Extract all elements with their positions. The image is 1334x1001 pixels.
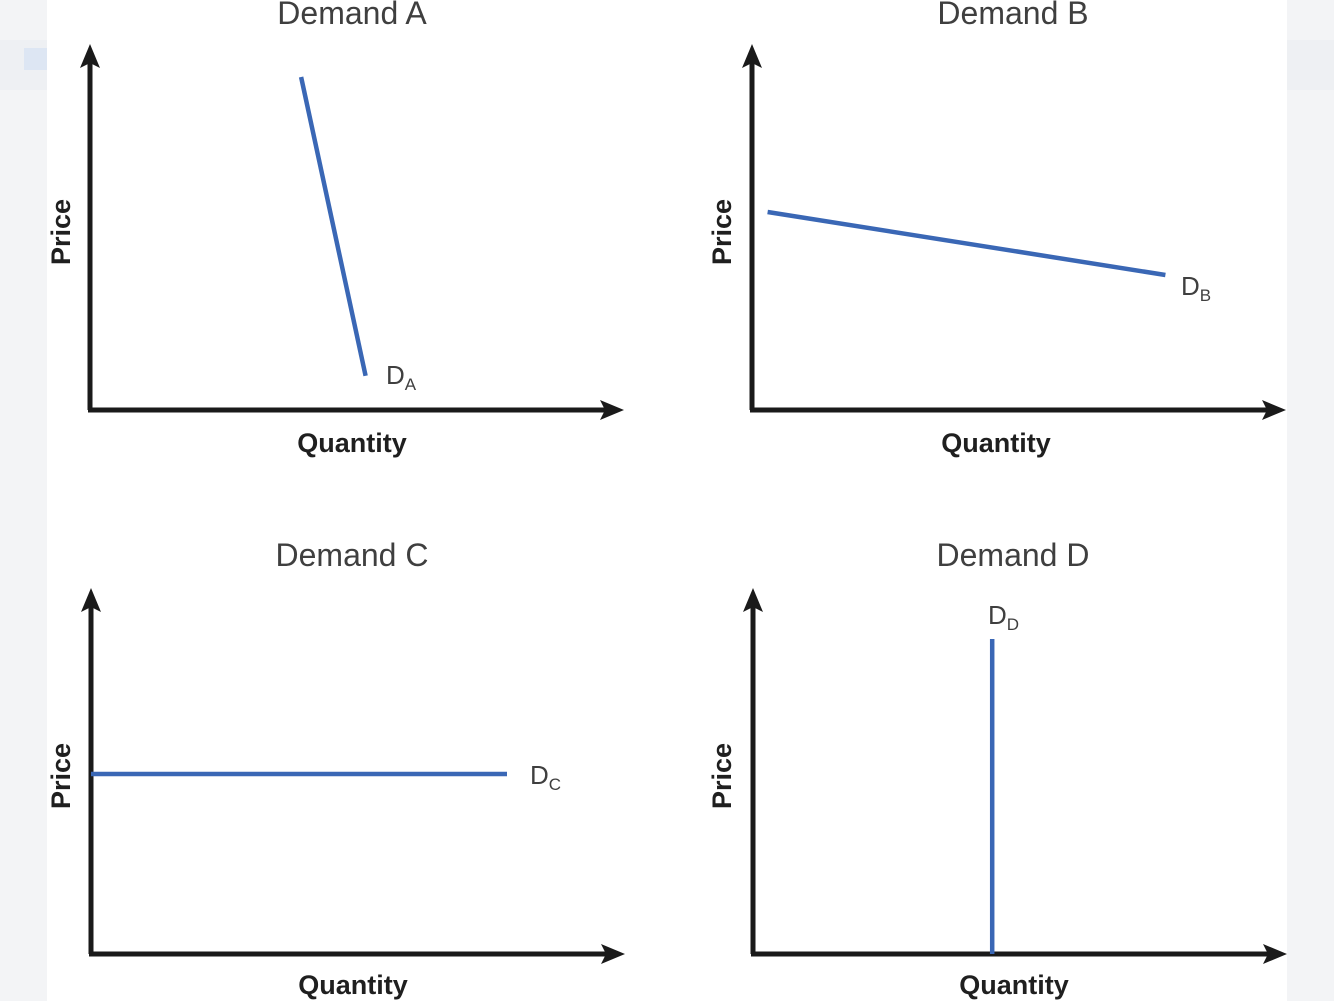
curve-label-b: DB [1181,271,1211,305]
curve-label-subscript: B [1200,286,1211,305]
chart-title: Demand D [937,537,1090,573]
curve-label-subscript: A [405,375,417,394]
x-axis-label: Quantity [941,428,1051,458]
curve-label-main: D [1181,271,1200,301]
x-axis-label: Quantity [959,970,1069,1000]
curve-label-c: DC [530,760,561,794]
y-axis-arrow [80,44,100,68]
curve-label-d: DD [988,600,1019,634]
curve-label-main: D [530,760,549,790]
y-axis-label: Price [707,743,737,809]
x-axis-label: Quantity [297,428,407,458]
y-axis-label: Price [707,199,737,265]
x-axis-arrow [600,400,624,420]
demand-curve-b [767,209,1166,278]
curve-label-subscript: C [549,775,561,794]
background-block [24,48,48,70]
demand-curve-a [298,76,368,377]
y-axis-label: Price [46,199,76,265]
curve-label-main: D [386,360,405,390]
x-axis-arrow [601,944,625,964]
x-axis-label: Quantity [298,970,408,1000]
x-axis-arrow [1263,944,1287,964]
panel-demand-d: Demand D Quantity Price DD [707,537,1287,1000]
y-axis-arrow [743,588,763,612]
chart-title: Demand B [937,0,1088,31]
panel-demand-a: Demand A Quantity Price DA [46,0,624,458]
chart-title: Demand A [277,0,427,31]
y-axis-arrow [81,588,101,612]
panel-demand-c: Demand C Quantity Price DC [46,537,625,1000]
y-axis-label: Price [46,743,76,809]
figure-sheet [47,0,1287,1001]
chart-title: Demand C [276,537,429,573]
curve-label-main: D [988,600,1007,630]
curve-label-a: DA [386,360,417,394]
x-axis-arrow [1262,400,1286,420]
curve-label-subscript: D [1007,615,1019,634]
panel-demand-b: Demand B Quantity Price DB [707,0,1286,458]
y-axis-arrow [742,44,762,68]
